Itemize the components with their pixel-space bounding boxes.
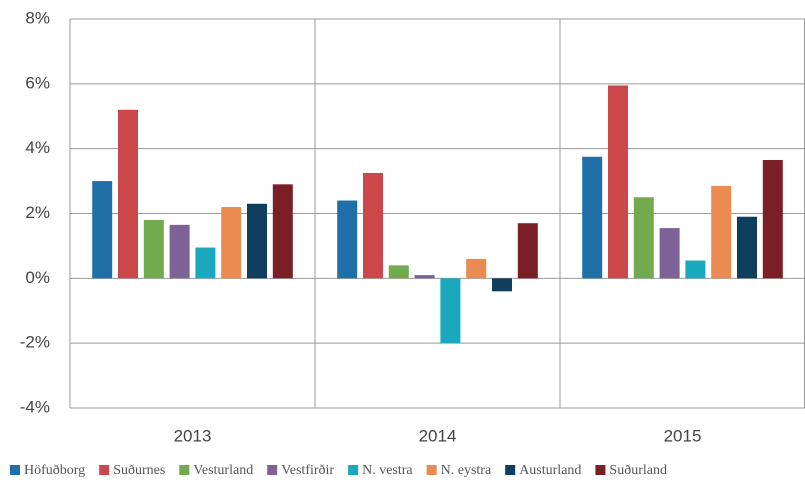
legend-label: Vesturland (193, 463, 253, 478)
bar (762, 160, 783, 279)
legend-label: Höfuðborg (24, 463, 85, 478)
legend-label: Suðurnes (113, 463, 165, 478)
legend-label: Vestfirðir (281, 463, 334, 478)
bar (414, 275, 435, 279)
bar (195, 247, 216, 279)
bar (247, 203, 267, 279)
bar (492, 278, 512, 292)
legend-swatch (595, 465, 606, 475)
bar (143, 219, 164, 279)
bar (363, 172, 383, 279)
legend-swatch (99, 465, 110, 475)
bar (711, 185, 732, 279)
legend-swatch (348, 465, 359, 475)
y-tick-label: 8% (25, 8, 50, 27)
bar (92, 181, 113, 279)
bar (388, 265, 409, 279)
bar (169, 224, 190, 279)
bar (633, 197, 654, 279)
bar (466, 258, 487, 279)
bar (608, 85, 628, 279)
bar (737, 216, 757, 279)
x-tick-label: 2013 (174, 426, 212, 445)
x-tick-label: 2014 (419, 426, 457, 445)
y-tick-label: 6% (25, 73, 50, 92)
legend-label: N. eystra (441, 463, 492, 478)
bar (221, 207, 242, 279)
y-tick-label: 2% (25, 203, 50, 222)
bar (517, 223, 538, 279)
legend-label: Suðurland (609, 463, 667, 478)
legend-swatch (505, 465, 516, 475)
legend-swatch (10, 465, 20, 475)
bar (582, 156, 603, 279)
bar (118, 109, 138, 279)
bar (272, 184, 293, 279)
y-tick-label: 4% (25, 138, 50, 157)
legend-label: N. vestra (362, 463, 413, 478)
x-tick-label: 2015 (664, 426, 702, 445)
y-tick-label: -4% (20, 397, 50, 416)
bar (337, 200, 358, 279)
bar (440, 278, 461, 344)
bar (659, 228, 680, 279)
y-tick-label: -2% (20, 333, 50, 352)
legend-swatch (179, 465, 190, 475)
bar (685, 260, 706, 279)
legend-swatch (426, 465, 437, 475)
legend-label: Austurland (519, 463, 581, 478)
legend-swatch (267, 465, 278, 475)
y-tick-label: 0% (25, 268, 50, 287)
